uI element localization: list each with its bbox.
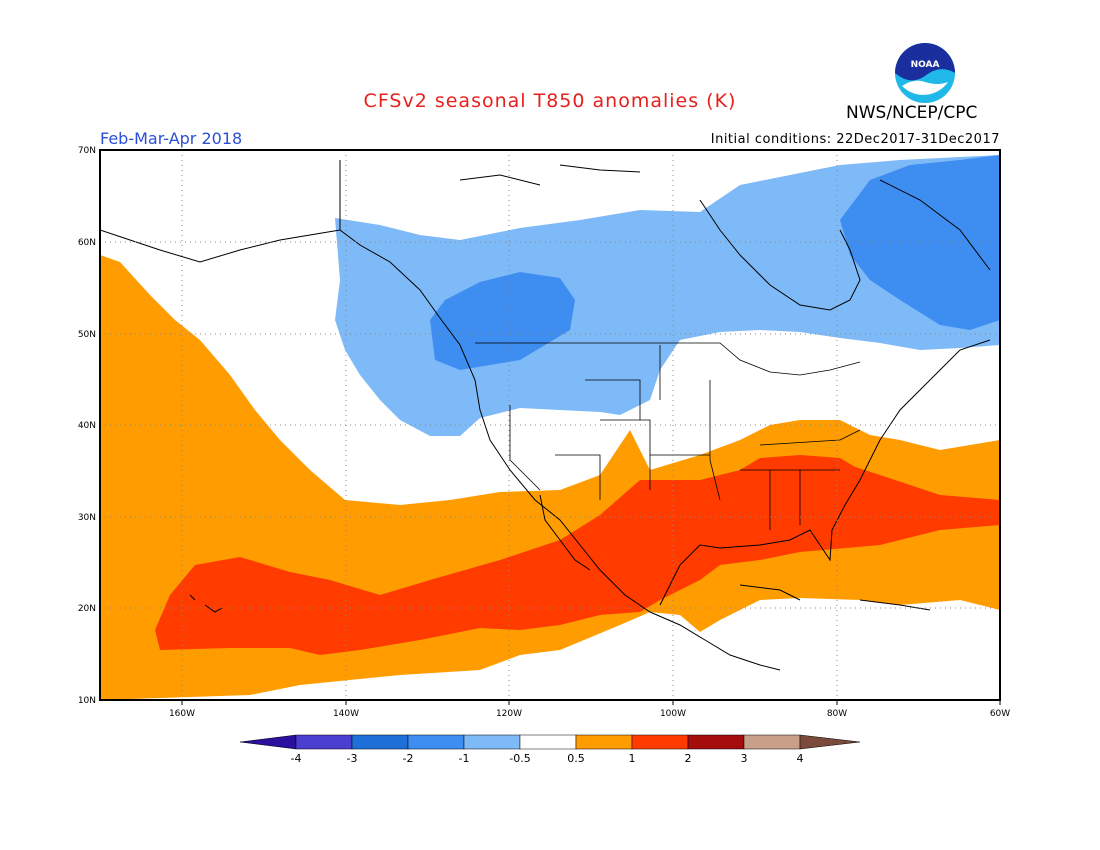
organization-label: NWS/NCEP/CPC <box>846 103 978 123</box>
colorbar-label: -3 <box>347 752 358 765</box>
colorbar-swatch <box>631 734 689 750</box>
anomaly-region-neg-1-2-west <box>430 272 575 370</box>
colorbar-swatch <box>407 734 465 750</box>
colorbar-swatch <box>743 734 801 750</box>
lat-label-10n: 10N <box>78 696 96 706</box>
lat-label-40n: 40N <box>78 421 96 431</box>
colorbar-label: 3 <box>741 752 748 765</box>
colorbar-arrow-right <box>799 734 861 750</box>
colorbar-label: -1 <box>459 752 470 765</box>
colorbar-label: 1 <box>629 752 636 765</box>
lat-label-30n: 30N <box>78 513 96 523</box>
colorbar-swatch <box>463 734 521 750</box>
graticule <box>100 150 1000 700</box>
colorbar: -4 -3 -2 -1 -0.5 0.5 1 2 3 4 <box>239 734 861 765</box>
lon-label-100w: 100W <box>660 709 686 719</box>
colorbar-label: -2 <box>403 752 414 765</box>
lat-label-50n: 50N <box>78 330 96 340</box>
lon-label-80w: 80W <box>827 709 847 719</box>
colorbar-label: 2 <box>685 752 692 765</box>
colorbar-arrow-left <box>239 734 297 750</box>
map-frame <box>99 149 1001 701</box>
forecast-period: Feb-Mar-Apr 2018 <box>100 129 243 148</box>
noaa-logo: NOAA <box>895 43 955 103</box>
colorbar-label: 0.5 <box>567 752 585 765</box>
colorbar-label: -0.5 <box>509 752 530 765</box>
lon-label-120w: 120W <box>496 709 522 719</box>
lon-label-60w: 60W <box>990 709 1010 719</box>
lon-label-140w: 140W <box>333 709 359 719</box>
colorbar-label: 4 <box>797 752 804 765</box>
lat-label-20n: 20N <box>78 604 96 614</box>
lat-label-70n: 70N <box>78 146 96 156</box>
tick-marks <box>181 700 1001 705</box>
initial-conditions: Initial conditions: 22Dec2017-31Dec2017 <box>710 132 1000 147</box>
lon-label-160w: 160W <box>169 709 195 719</box>
colorbar-swatch <box>351 734 409 750</box>
colorbar-swatch <box>687 734 745 750</box>
colorbar-swatch <box>519 734 577 750</box>
coastlines <box>100 160 991 671</box>
borders <box>475 342 861 530</box>
map-title: CFSv2 seasonal T850 anomalies (K) <box>363 90 737 112</box>
colorbar-swatch <box>295 734 353 750</box>
colorbar-label: -4 <box>291 752 302 765</box>
lat-label-60n: 60N <box>78 238 96 248</box>
colorbar-swatch <box>575 734 633 750</box>
logo-text: NOAA <box>911 60 940 70</box>
anomaly-region-neg-05-1 <box>335 155 1000 436</box>
